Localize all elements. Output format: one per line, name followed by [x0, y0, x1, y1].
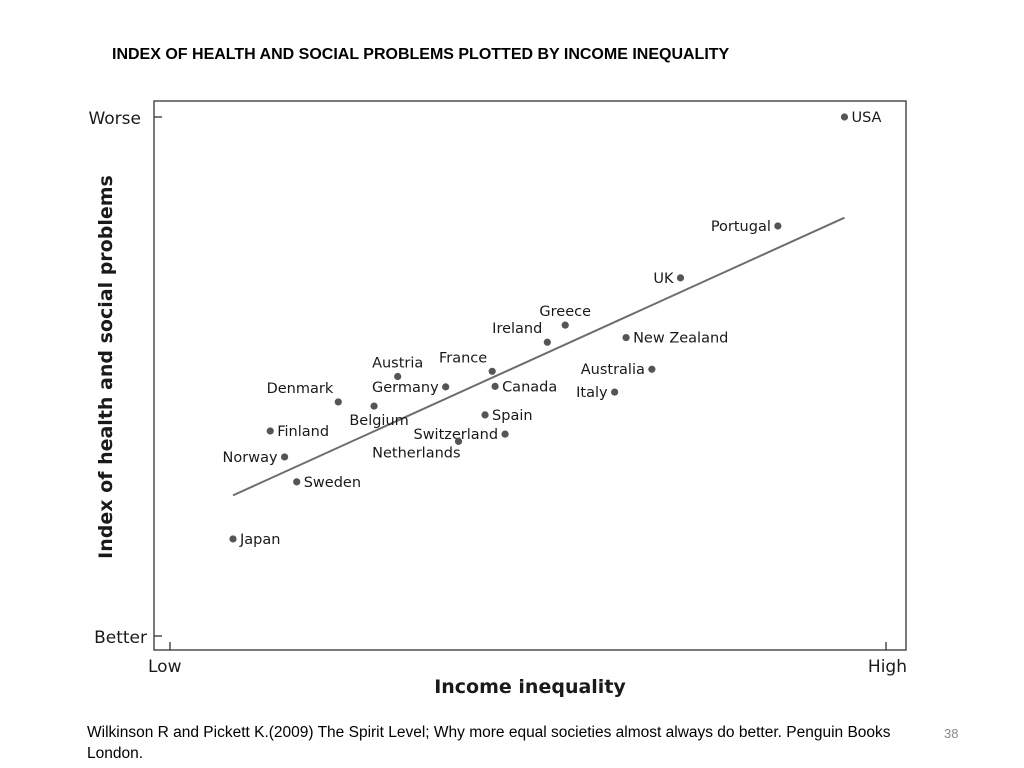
label-canada: Canada — [502, 379, 557, 395]
point-belgium — [370, 402, 378, 410]
label-france: France — [439, 350, 487, 366]
label-belgium: Belgium — [349, 413, 408, 429]
point-uk — [676, 274, 685, 282]
slide-number: 38 — [944, 726, 959, 741]
plot-frame — [153, 100, 907, 651]
label-austria: Austria — [372, 356, 423, 372]
y-tick-label-better: Better — [94, 628, 147, 648]
point-finland — [266, 427, 274, 435]
scatter-chart: Worse Better Low High Income inequality … — [88, 100, 907, 698]
point-austria — [394, 372, 402, 381]
label-spain: Spain — [492, 408, 533, 424]
point-france — [488, 367, 496, 375]
label-greece: Greece — [539, 304, 591, 320]
label-germany: Germany — [372, 380, 439, 396]
slide-title: INDEX OF HEALTH AND SOCIAL PROBLEMS PLOT… — [112, 46, 730, 63]
label-norway: Norway — [223, 450, 278, 466]
label-japan: Japan — [239, 532, 280, 548]
point-new-zealand — [622, 333, 630, 342]
label-australia: Australia — [581, 362, 645, 378]
point-canada — [491, 382, 499, 390]
point-sweden — [293, 478, 301, 486]
point-greece — [561, 321, 569, 329]
label-denmark: Denmark — [267, 381, 334, 397]
point-portugal — [774, 222, 782, 230]
point-netherlands — [454, 437, 463, 445]
x-tick-label-high: High — [868, 657, 907, 677]
y-tick-label-worse: Worse — [88, 109, 141, 129]
point-norway — [280, 453, 289, 461]
citation-text: Wilkinson R and Pickett K.(2009) The Spi… — [87, 724, 891, 762]
label-netherlands: Netherlands — [372, 445, 460, 461]
point-denmark — [334, 398, 342, 406]
label-italy: Italy — [576, 385, 608, 401]
label-finland: Finland — [277, 424, 329, 440]
x-tick-label-low: Low — [148, 657, 182, 677]
point-italy — [611, 388, 619, 396]
point-switzerland — [501, 430, 509, 438]
label-uk: UK — [653, 271, 674, 287]
label-portugal: Portugal — [711, 219, 771, 235]
point-usa — [840, 113, 849, 121]
label-switzerland: Switzerland — [413, 427, 498, 443]
trend-line — [232, 216, 845, 497]
point-australia — [648, 365, 656, 373]
point-japan — [229, 535, 237, 543]
label-usa: USA — [851, 110, 881, 126]
label-ireland: Ireland — [492, 321, 542, 337]
point-ireland — [543, 338, 551, 346]
point-germany — [442, 383, 450, 391]
label-sweden: Sweden — [304, 475, 361, 491]
label-new-zealand: New Zealand — [633, 331, 728, 347]
y-axis-title: Index of health and social problems — [95, 175, 117, 559]
point-spain — [481, 411, 489, 419]
x-axis-title: Income inequality — [434, 676, 626, 698]
